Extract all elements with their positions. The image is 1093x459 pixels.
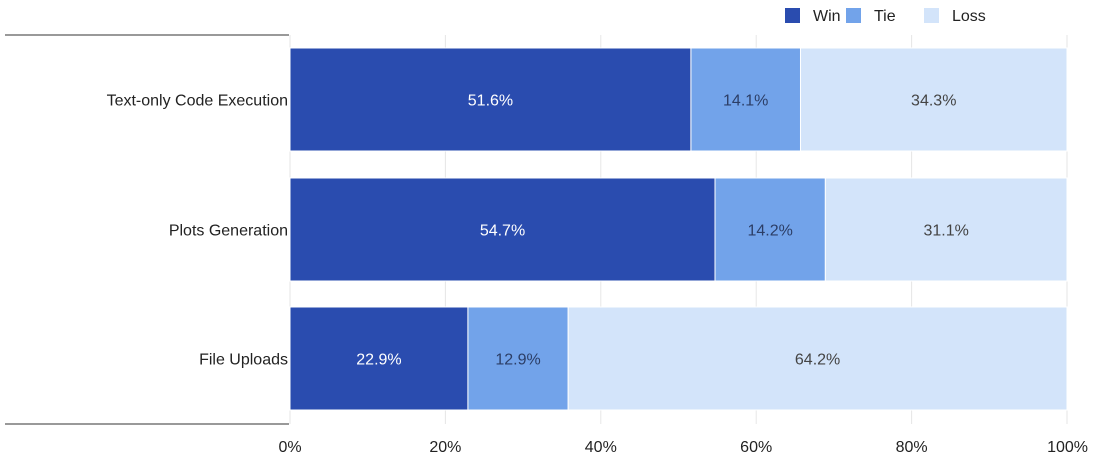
bar-win-2 [289,306,469,411]
bar-value-label: 22.9% [356,352,401,369]
legend-label-win: Win [813,8,841,25]
legend-label-tie: Tie [874,8,896,25]
x-axis-ticks: 0% 20% 40% 60% 80% 100% [278,439,1088,456]
bar-value-label: 12.9% [495,352,540,369]
bar-value-label: 14.2% [747,223,792,240]
bar-loss-1 [824,177,1068,282]
category-label: Text-only Code Execution [107,93,288,110]
bar-win-0 [289,47,692,152]
category-labels: Text-only Code Execution Plots Generation… [107,93,288,369]
bar-value-label: 64.2% [795,352,840,369]
legend-swatch-win [785,8,800,23]
bar-value-label: 51.6% [468,93,513,110]
legend: Win Tie Loss [785,8,986,25]
legend-swatch-loss [924,8,939,23]
x-tick-label: 40% [585,439,617,456]
x-tick-label: 60% [740,439,772,456]
x-tick-label: 0% [278,439,301,456]
bar-loss-2 [567,306,1068,411]
legend-label-loss: Loss [952,8,986,25]
bar-value-label: 31.1% [923,223,968,240]
category-label: Plots Generation [169,223,288,240]
x-tick-label: 80% [896,439,928,456]
bar-value-label: 34.3% [911,93,956,110]
bar-value-label: 54.7% [480,223,525,240]
x-tick-label: 100% [1047,439,1088,456]
legend-swatch-tie [846,8,861,23]
x-tick-label: 20% [429,439,461,456]
bar-value-label: 14.1% [723,93,768,110]
category-label: File Uploads [199,352,288,369]
bar-tie-2 [467,306,569,411]
bar-tie-0 [690,47,801,152]
bar-loss-0 [799,47,1068,152]
bars: 51.6% 14.1% 34.3% 54.7% 14.2% 31.1% 22.9% 12.9%… [289,47,1068,411]
